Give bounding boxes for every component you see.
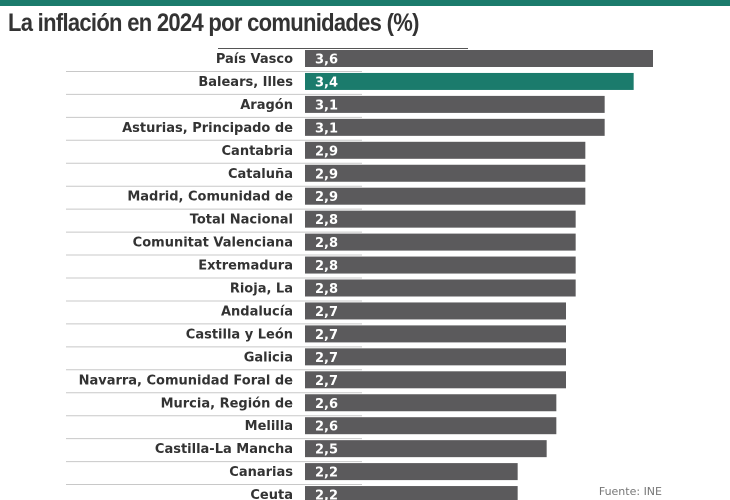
header-divider: [218, 48, 468, 49]
category-label: Asturias, Principado de: [122, 121, 293, 136]
bar-row: Murcia, Región de 2,6: [66, 392, 557, 412]
value-label: 2,2: [315, 489, 338, 500]
bar-row: Andalucía 2,7: [66, 300, 566, 320]
bar-row: Aragón 3,1: [66, 93, 605, 113]
bar: [305, 118, 605, 136]
bar: [305, 187, 586, 205]
bar: [305, 95, 605, 113]
bar: [305, 164, 586, 182]
bar-row: Castilla y León 2,7: [66, 323, 566, 343]
category-label: Castilla-La Mancha: [155, 442, 293, 457]
bar: [305, 394, 557, 412]
value-label: 2,8: [315, 282, 338, 297]
bar-row: Canarias 2,2: [66, 461, 518, 481]
value-label: 2,9: [315, 167, 338, 182]
bar: [305, 50, 653, 67]
value-label: 3,1: [315, 121, 338, 136]
category-label: Cataluña: [228, 167, 293, 182]
value-label: 2,8: [315, 259, 338, 274]
bar: [305, 440, 547, 458]
bar-row: País Vasco 3,6: [216, 50, 653, 68]
top-accent-rule: [0, 0, 730, 6]
value-label: 2,8: [315, 236, 338, 251]
category-label: Madrid, Comunidad de: [127, 190, 293, 205]
bar: [305, 233, 576, 251]
bar: [305, 325, 566, 343]
bar-row: Melilla 2,6: [66, 415, 557, 435]
value-label: 2,8: [315, 213, 338, 228]
category-label: Canarias: [229, 465, 293, 480]
category-label: Melilla: [245, 419, 293, 434]
bar: [305, 486, 518, 500]
bar-row: Castilla-La Mancha 2,5: [66, 438, 547, 458]
category-label: Comunitat Valenciana: [133, 236, 293, 251]
category-label: Rioja, La: [230, 282, 293, 297]
bar-row: Galicia 2,7: [66, 346, 566, 366]
category-label: Cantabria: [222, 144, 294, 159]
category-label: Total Nacional: [190, 213, 293, 228]
bar-row: Extremadura 2,8: [66, 254, 576, 274]
value-label: 2,9: [315, 144, 338, 159]
bar-row: Cantabria 2,9: [66, 139, 586, 159]
bar-row: Total Nacional 2,8: [66, 208, 576, 228]
bar-row: Rioja, La 2,8: [66, 277, 576, 297]
value-label: 3,1: [315, 98, 338, 113]
bar: [305, 463, 518, 481]
source-note: Fuente: INE: [598, 485, 662, 498]
value-label: 2,7: [315, 328, 338, 343]
value-label: 2,2: [315, 466, 338, 481]
bar-row: Cataluña 2,9: [66, 162, 586, 182]
category-label: Navarra, Comunidad Foral de: [79, 373, 294, 388]
bar: [305, 302, 566, 320]
value-label: 2,6: [315, 397, 338, 412]
bar-row: Comunitat Valenciana 2,8: [66, 231, 576, 251]
bar: [305, 371, 566, 389]
bar-row: Navarra, Comunidad Foral de 2,7: [66, 369, 566, 389]
category-label: Extremadura: [198, 259, 293, 274]
bar-row: Balears, Illes 3,4: [66, 70, 634, 90]
bar: [305, 72, 634, 90]
bar-row: Madrid, Comunidad de 2,9: [66, 185, 586, 205]
value-label: 2,9: [315, 190, 338, 205]
bar: [305, 348, 566, 366]
bar-row: Ceuta 2,2: [66, 484, 518, 500]
chart-title: La inflación en 2024 por comunidades (%): [8, 9, 419, 37]
category-label: Galicia: [244, 350, 293, 365]
category-label: Murcia, Región de: [161, 396, 294, 411]
value-label: 2,7: [315, 351, 338, 366]
category-label: Ceuta: [250, 488, 293, 500]
category-label: País Vasco: [216, 52, 293, 67]
bar: [305, 141, 586, 159]
category-label: Castilla y León: [186, 327, 293, 342]
value-label: 2,7: [315, 374, 338, 389]
value-label: 2,5: [315, 443, 338, 458]
bar: [305, 210, 576, 228]
category-label: Aragón: [240, 98, 293, 113]
value-label: 3,4: [315, 75, 338, 90]
value-label: 3,6: [315, 53, 338, 68]
value-label: 2,6: [315, 420, 338, 435]
bar: [305, 417, 557, 435]
bar: [305, 279, 576, 297]
value-label: 2,7: [315, 305, 338, 320]
category-label: Andalucía: [221, 304, 293, 319]
bar-row: Asturias, Principado de 3,1: [66, 116, 605, 136]
category-label: Balears, Illes: [198, 75, 293, 90]
bar: [305, 256, 576, 274]
